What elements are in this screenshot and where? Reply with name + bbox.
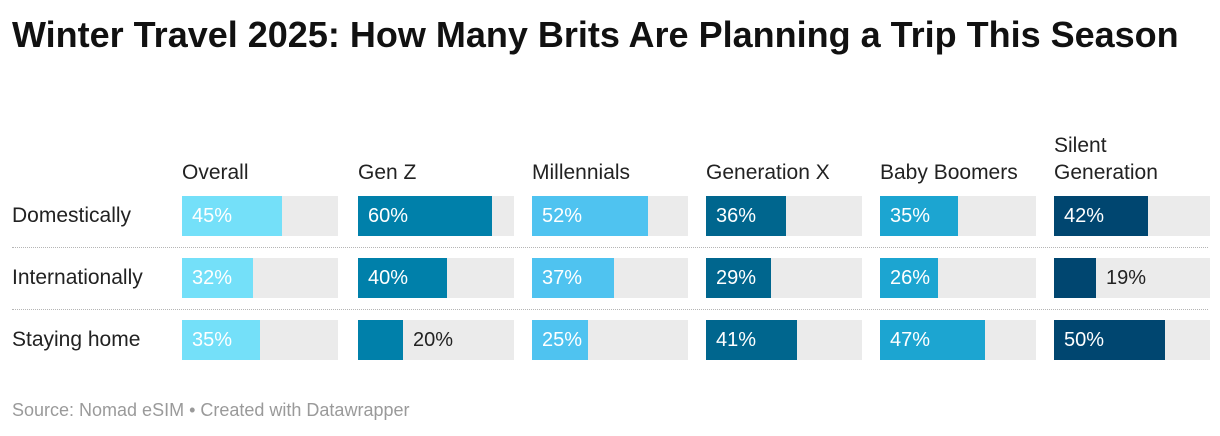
bar-track-generation-x-staying-home: 41% — [706, 320, 862, 360]
bar-silent-generation-internationally — [1054, 258, 1096, 298]
row-label-staying-home: Staying home — [12, 328, 141, 351]
row-label-domestically: Domestically — [12, 204, 132, 227]
value-label-silent-generation-internationally: 19% — [1106, 267, 1147, 289]
value-label-baby-boomers-staying-home: 47% — [890, 329, 931, 351]
bar-track-millennials-internationally: 37% — [532, 258, 688, 298]
bar-track-baby-boomers-staying-home: 47% — [880, 320, 1036, 360]
bar-track-silent-generation-domestically: 42% — [1054, 196, 1210, 236]
bar-baby-boomers-internationally — [880, 258, 938, 298]
bar-track-overall-domestically: 45% — [182, 196, 338, 236]
bar-millennials-staying-home — [532, 320, 588, 360]
bar-generation-x-domestically — [706, 196, 786, 236]
bar-track-baby-boomers-internationally: 26% — [880, 258, 1036, 298]
value-label-millennials-staying-home: 25% — [542, 329, 583, 351]
value-label-millennials-internationally: 37% — [542, 267, 583, 289]
bar-track-overall-staying-home: 35% — [182, 320, 338, 360]
value-label-generation-x-domestically: 36% — [716, 205, 757, 227]
bar-overall-domestically — [182, 196, 282, 236]
bar-track-baby-boomers-domestically: 35% — [880, 196, 1036, 236]
bar-overall-internationally — [182, 258, 253, 298]
value-label-silent-generation-staying-home: 50% — [1064, 329, 1105, 351]
value-label-baby-boomers-domestically: 35% — [890, 205, 931, 227]
value-label-generation-x-staying-home: 41% — [716, 329, 757, 351]
column-header-generation-x: Generation X — [706, 161, 830, 184]
bar-gen-z-staying-home — [358, 320, 403, 360]
bar-generation-x-internationally — [706, 258, 771, 298]
bar-track-generation-x-domestically: 36% — [706, 196, 862, 236]
bar-track-gen-z-internationally: 40% — [358, 258, 514, 298]
bar-millennials-internationally — [532, 258, 614, 298]
chart-title: Winter Travel 2025: How Many Brits Are P… — [12, 14, 1179, 55]
row-divider — [12, 309, 1208, 310]
value-label-overall-staying-home: 35% — [192, 329, 233, 351]
bar-track-overall-internationally: 32% — [182, 258, 338, 298]
column-header-gen-z: Gen Z — [358, 161, 417, 184]
bar-track-millennials-staying-home: 25% — [532, 320, 688, 360]
bar-track-millennials-domestically: 52% — [532, 196, 688, 236]
value-label-baby-boomers-internationally: 26% — [890, 267, 931, 289]
source-note: Source: Nomad eSIM • Created with Datawr… — [12, 400, 410, 420]
row-label-internationally: Internationally — [12, 266, 143, 289]
value-label-millennials-domestically: 52% — [542, 205, 583, 227]
value-label-gen-z-staying-home: 20% — [413, 329, 454, 351]
bar-baby-boomers-staying-home — [880, 320, 985, 360]
bar-track-gen-z-staying-home: 20% — [358, 320, 514, 360]
row-divider — [12, 247, 1208, 248]
bar-baby-boomers-domestically — [880, 196, 958, 236]
bar-track-silent-generation-staying-home: 50% — [1054, 320, 1210, 360]
column-header-overall: Overall — [182, 161, 249, 184]
bar-track-generation-x-internationally: 29% — [706, 258, 862, 298]
value-label-overall-domestically: 45% — [192, 205, 233, 227]
column-header-millennials: Millennials — [532, 161, 631, 184]
column-header-baby-boomers: Baby Boomers — [880, 161, 1018, 184]
value-label-silent-generation-domestically: 42% — [1064, 205, 1105, 227]
bar-millennials-domestically — [532, 196, 648, 236]
bar-silent-generation-staying-home — [1054, 320, 1165, 360]
value-label-generation-x-internationally: 29% — [716, 267, 757, 289]
bar-track-gen-z-domestically: 60% — [358, 196, 514, 236]
bar-silent-generation-domestically — [1054, 196, 1148, 236]
value-label-overall-internationally: 32% — [192, 267, 233, 289]
value-label-gen-z-internationally: 40% — [368, 267, 409, 289]
bar-generation-x-staying-home — [706, 320, 797, 360]
column-header-silent-generation: Silent Generation — [1054, 134, 1158, 184]
bar-overall-staying-home — [182, 320, 260, 360]
value-label-gen-z-domestically: 60% — [368, 205, 409, 227]
bar-track-silent-generation-internationally: 19% — [1054, 258, 1210, 298]
bar-gen-z-domestically — [358, 196, 492, 236]
bar-gen-z-internationally — [358, 258, 447, 298]
